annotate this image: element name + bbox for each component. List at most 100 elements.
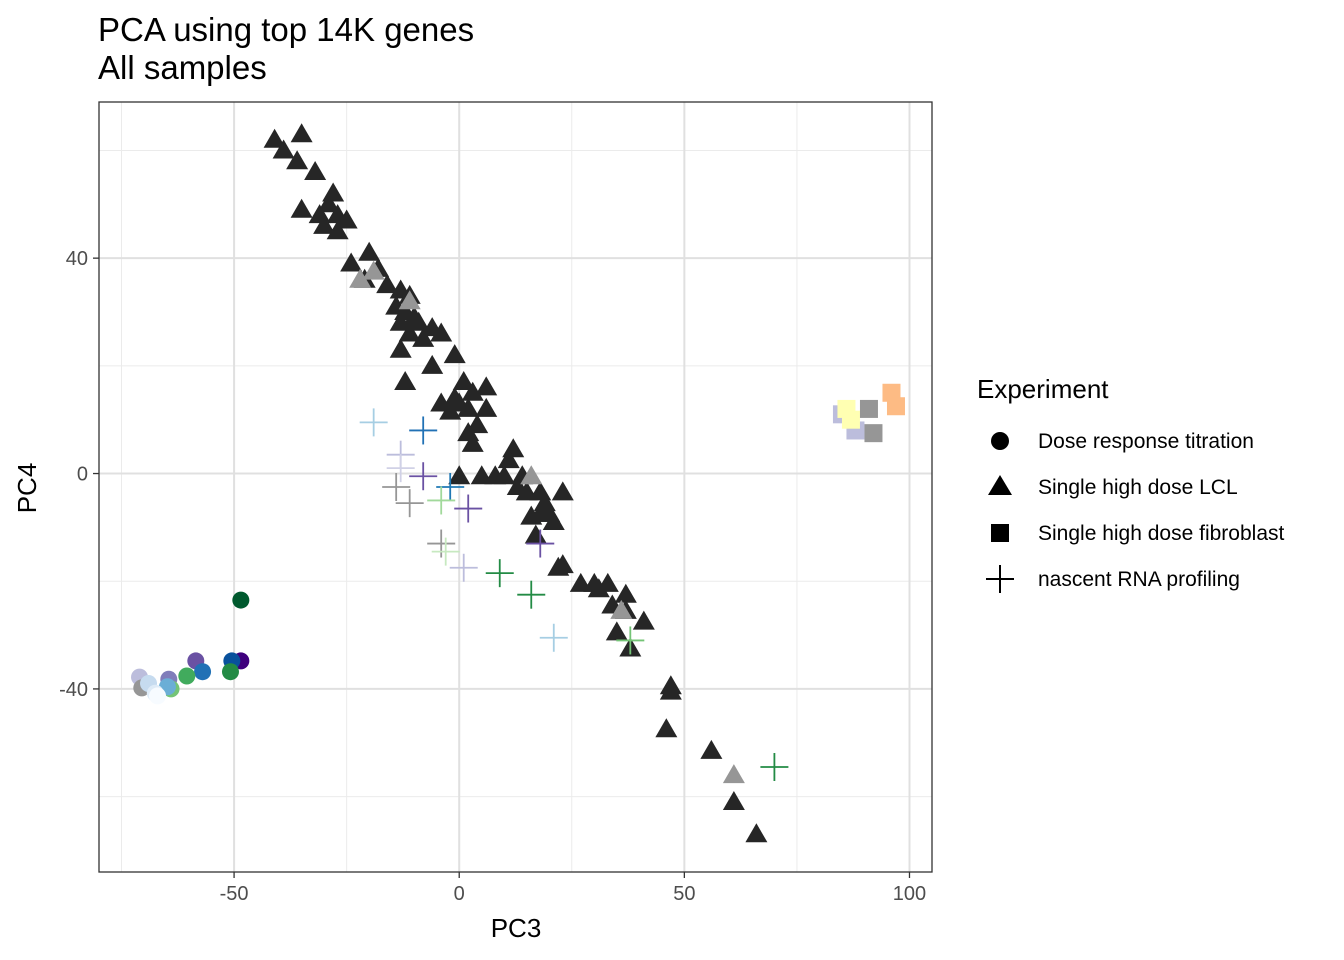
point-lcl	[632, 610, 655, 630]
point-lcl	[587, 578, 610, 598]
data-points	[131, 123, 905, 843]
point-lcl	[745, 823, 768, 843]
legend-label-dose-response: Dose response titration	[1038, 430, 1254, 453]
point-lcl	[286, 150, 309, 170]
point-nascent	[449, 553, 478, 582]
point-fibroblast	[859, 399, 878, 418]
point-nascent	[359, 408, 388, 437]
point-lcl	[349, 268, 372, 288]
legend-label-fibroblast: Single high dose fibroblast	[1038, 522, 1284, 545]
y-axis-title: PC4	[12, 463, 42, 514]
point-lcl	[452, 371, 475, 390]
point-fibroblast	[886, 397, 905, 416]
point-lcl	[389, 338, 412, 358]
point-lcl	[389, 311, 412, 331]
point-lcl	[430, 322, 453, 342]
point-fibroblast	[864, 424, 883, 443]
legend-square-icon	[991, 524, 1009, 542]
point-lcl	[659, 680, 682, 700]
point-lcl	[475, 376, 498, 396]
point-dose-response	[221, 663, 239, 681]
point-lcl	[655, 718, 678, 738]
point-fibroblast	[841, 410, 860, 429]
point-lcl	[421, 354, 444, 374]
point-lcl	[263, 128, 286, 148]
x-tick-label: -50	[220, 883, 249, 905]
legend-label-nascent: nascent RNA profiling	[1038, 568, 1240, 591]
point-nascent	[539, 623, 568, 652]
point-lcl	[722, 791, 745, 810]
point-lcl	[313, 214, 336, 234]
point-lcl	[493, 465, 516, 485]
point-lcl	[547, 556, 570, 576]
point-lcl	[326, 220, 349, 240]
x-tick-label: 100	[893, 883, 926, 905]
point-lcl	[272, 139, 295, 159]
point-lcl	[457, 397, 480, 417]
point-lcl	[340, 252, 363, 272]
point-lcl	[475, 397, 498, 417]
legend-title: Experiment	[977, 374, 1109, 404]
plot-border	[98, 101, 933, 873]
point-lcl	[358, 241, 381, 261]
axis-ticks: -50 0 50 100 -40 0 40	[59, 248, 926, 905]
point-lcl	[439, 400, 462, 420]
point-lcl	[443, 344, 466, 364]
point-nascent	[431, 537, 460, 566]
y-tick-label: 40	[66, 248, 88, 270]
point-lcl	[376, 274, 399, 294]
point-nascent	[409, 462, 438, 491]
point-lcl	[394, 371, 417, 390]
point-lcl	[398, 290, 421, 310]
chart-subtitle: All samples	[98, 49, 267, 86]
point-lcl	[461, 432, 484, 452]
point-dose-response	[178, 667, 196, 685]
point-lcl	[407, 311, 430, 331]
point-lcl	[605, 621, 628, 641]
point-nascent	[485, 559, 514, 588]
legend-label-lcl: Single high dose LCL	[1038, 476, 1238, 499]
point-lcl	[551, 481, 574, 501]
point-nascent	[382, 473, 411, 501]
point-nascent	[427, 529, 456, 558]
point-lcl	[290, 123, 313, 143]
legend-circle-icon	[991, 432, 1009, 450]
x-tick-label: 0	[454, 883, 465, 905]
point-dose-response	[232, 591, 250, 609]
y-tick-label: 0	[77, 464, 88, 486]
legend-plus-icon	[986, 565, 1014, 593]
point-lcl	[461, 381, 484, 401]
point-nascent	[526, 529, 555, 558]
legend-triangle-icon	[988, 475, 1012, 495]
point-lcl	[398, 322, 421, 342]
point-nascent	[454, 494, 483, 523]
point-nascent	[427, 486, 456, 515]
point-lcl	[412, 327, 435, 347]
chart-title: PCA using top 14K genes	[98, 11, 474, 48]
point-lcl	[700, 739, 723, 759]
point-dose-response	[194, 663, 212, 681]
point-nascent	[395, 489, 424, 518]
point-lcl	[614, 583, 637, 603]
x-axis-title: PC3	[491, 913, 542, 943]
point-lcl	[542, 511, 565, 530]
point-lcl	[610, 599, 633, 619]
point-lcl	[304, 161, 327, 180]
point-nascent	[616, 626, 645, 655]
point-dose-response	[149, 687, 167, 705]
point-lcl	[520, 465, 543, 485]
point-nascent	[386, 454, 415, 483]
point-lcl	[290, 198, 313, 218]
legend: Experiment Dose response titration Singl…	[977, 374, 1284, 593]
point-nascent	[409, 416, 438, 445]
point-lcl	[362, 260, 385, 280]
point-lcl	[448, 465, 471, 485]
point-lcl	[335, 209, 358, 229]
point-lcl	[497, 449, 520, 469]
point-lcl	[317, 193, 340, 213]
point-lcl	[722, 764, 745, 784]
point-nascent	[517, 580, 546, 609]
point-lcl	[524, 524, 547, 544]
y-tick-label: -40	[59, 679, 88, 701]
